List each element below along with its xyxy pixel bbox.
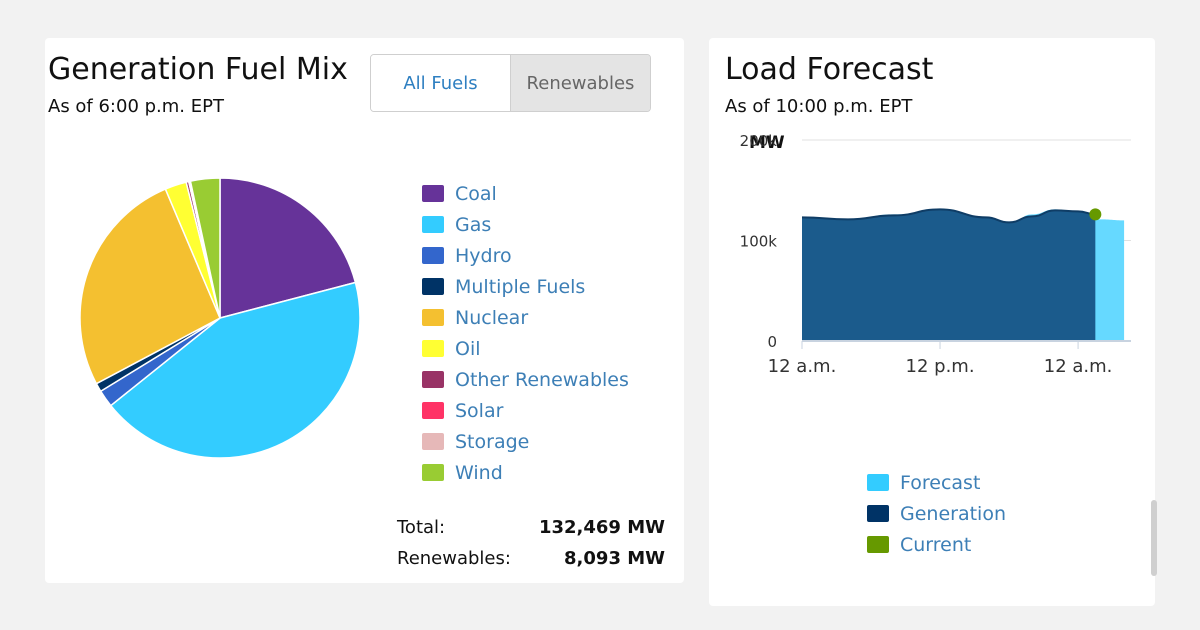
legend-label: Wind (455, 461, 503, 484)
legend-label: Coal (455, 182, 497, 205)
pie-slice-nuclear[interactable] (79, 188, 221, 385)
fuel-mix-title: Generation Fuel Mix (48, 52, 348, 87)
generation-area (802, 209, 1096, 341)
fuel-legend-item-wind[interactable]: Wind (422, 457, 629, 488)
fuel-mix-subtitle: As of 6:00 p.m. EPT (48, 96, 224, 117)
fuel-legend-item-coal[interactable]: Coal (422, 178, 629, 209)
renewables-button[interactable]: Renewables (510, 55, 650, 111)
legend-swatch (867, 505, 889, 522)
legend-swatch (422, 433, 444, 450)
fuel-legend-item-storage[interactable]: Storage (422, 426, 629, 457)
legend-swatch (422, 402, 444, 419)
generation-line (801, 208, 1096, 224)
x-tick-label: 12 a.m. (1044, 356, 1113, 376)
load-forecast-legend: Forecast Generation Current (867, 467, 1006, 560)
y-tick-label: 200k (740, 132, 778, 150)
legend-label: Current (900, 533, 972, 556)
scrollbar-thumb[interactable] (1151, 500, 1157, 576)
fuel-legend-item-hydro[interactable]: Hydro (422, 240, 629, 271)
load-forecast-subtitle: As of 10:00 p.m. EPT (725, 96, 913, 117)
legend-swatch (422, 216, 444, 233)
y-tick-label: 100k (740, 233, 778, 251)
fuel-legend-item-oil[interactable]: Oil (422, 333, 629, 364)
legend-label: Multiple Fuels (455, 275, 586, 298)
fuel-totals: Total: 132,469 MW Renewables: 8,093 MW (397, 512, 665, 574)
legend-swatch (422, 464, 444, 481)
legend-label: Hydro (455, 244, 512, 267)
legend-swatch (422, 185, 444, 202)
fuel-filter-toggle: All Fuels Renewables (370, 54, 651, 112)
x-tick-label: 12 p.m. (906, 356, 975, 376)
legend-swatch (422, 340, 444, 357)
legend-label: Oil (455, 337, 481, 360)
fuel-mix-legend: Coal Gas Hydro Multiple Fuels Nuclear Oil Othe… (422, 178, 629, 488)
legend-label: Gas (455, 213, 492, 236)
fuel-legend-item-gas[interactable]: Gas (422, 209, 629, 240)
fuel-legend-item-nuclear[interactable]: Nuclear (422, 302, 629, 333)
pie-slice-coal[interactable] (219, 177, 357, 319)
load-forecast-panel: Load Forecast As of 10:00 p.m. EPT MW 0 10… (709, 38, 1155, 606)
total-label: Total: (397, 517, 446, 538)
legend-swatch (867, 474, 889, 491)
load-forecast-title: Load Forecast (725, 52, 934, 87)
legend-swatch (422, 278, 444, 295)
y-axis-label: MW (749, 133, 785, 153)
legend-swatch (422, 371, 444, 388)
legend-swatch (422, 309, 444, 326)
renewables-value: 8,093 MW (564, 548, 665, 569)
fuel-legend-item-multiple-fuels[interactable]: Multiple Fuels (422, 271, 629, 302)
legend-label: Forecast (900, 471, 981, 494)
legend-label: Generation (900, 502, 1006, 525)
legend-label: Nuclear (455, 306, 529, 329)
renewables-label: Renewables: (397, 548, 511, 569)
total-value: 132,469 MW (538, 517, 665, 538)
load-legend-item-forecast[interactable]: Forecast (867, 467, 1006, 498)
legend-swatch (867, 536, 889, 553)
legend-label: Storage (455, 430, 530, 453)
x-tick-label: 12 a.m. (768, 356, 837, 376)
fuel-mix-panel: Generation Fuel Mix As of 6:00 p.m. EPT … (45, 38, 684, 583)
load-forecast-area-chart: MW 0 100k 200k 12 a.m. 12 p.m. 12 a.m. (740, 132, 1131, 376)
all-fuels-button[interactable]: All Fuels (371, 55, 510, 111)
fuel-legend-item-other-renewables[interactable]: Other Renewables (422, 364, 629, 395)
fuel-legend-item-solar[interactable]: Solar (422, 395, 629, 426)
fuel-mix-pie-chart (79, 177, 361, 459)
pie-slice-wind[interactable] (189, 177, 221, 319)
legend-label: Other Renewables (455, 368, 629, 391)
load-legend-item-generation[interactable]: Generation (867, 498, 1006, 529)
y-tick-label: 0 (767, 333, 777, 351)
load-legend-item-current[interactable]: Current (867, 529, 1006, 560)
current-point[interactable] (1089, 208, 1102, 221)
legend-label: Solar (455, 399, 504, 422)
legend-swatch (422, 247, 444, 264)
pie-slice-gas[interactable] (109, 281, 361, 459)
